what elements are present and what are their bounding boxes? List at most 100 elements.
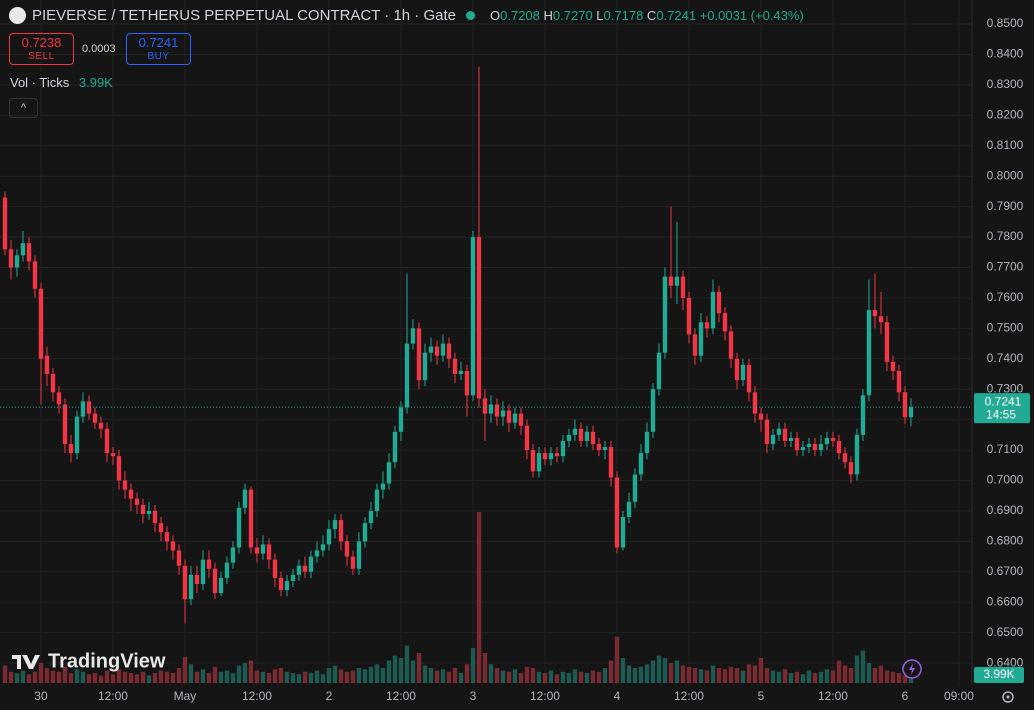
y-tick-label: 0.6800 (987, 534, 1024, 548)
volume-bar (824, 669, 830, 683)
candle-body (818, 443, 824, 451)
candle-body (512, 413, 518, 423)
replay-icon[interactable] (902, 659, 922, 679)
collapse-button[interactable]: ^ (9, 98, 38, 118)
y-tick-label: 0.6500 (987, 625, 1024, 639)
volume-bar (464, 664, 470, 683)
volume-bar (692, 668, 698, 683)
candle-body (290, 574, 296, 581)
volume-bar (572, 669, 578, 683)
volume-bar (344, 671, 350, 683)
candle-body (884, 322, 890, 362)
candle-body (74, 416, 80, 454)
volume-bar (614, 636, 620, 683)
candle-body (554, 453, 560, 457)
volume-bar (704, 670, 710, 683)
candle-body (578, 428, 584, 441)
y-tick-label: 0.6900 (987, 503, 1024, 517)
volume-bar (632, 668, 638, 683)
x-tick-label: 2 (326, 689, 333, 703)
candle-body (428, 346, 434, 353)
candle-body (20, 243, 26, 256)
settings-icon[interactable] (1002, 691, 1014, 703)
y-tick-label: 0.8000 (987, 168, 1024, 182)
y-tick-label: 0.6600 (987, 594, 1024, 608)
candle-body (56, 392, 62, 405)
low-value: 0.7178 (603, 8, 644, 23)
volume-bar (176, 668, 182, 683)
candle-body (134, 498, 140, 505)
volume-bar (356, 668, 362, 683)
candle-body (410, 328, 416, 344)
candle-body (218, 577, 224, 594)
volume-bar (662, 658, 668, 683)
volume-bar (86, 674, 92, 683)
candle-body (314, 550, 320, 557)
volume-bar (110, 674, 116, 683)
candle-body (404, 343, 410, 408)
volume-bar (656, 655, 662, 683)
volume-bar (440, 669, 446, 683)
candle-body (506, 410, 512, 423)
y-tick-label: 0.8100 (987, 138, 1024, 152)
volume-bar (674, 660, 680, 683)
candle-body (854, 434, 860, 475)
x-tick-label: 12:00 (530, 689, 560, 703)
candle-body (2, 197, 8, 250)
volume-bar (668, 663, 674, 683)
candle-body (296, 565, 302, 575)
volume-bar (308, 673, 314, 683)
volume-bar (260, 671, 266, 683)
volume-bar (470, 648, 476, 683)
candles (2, 66, 914, 624)
volume-bar (92, 673, 98, 683)
volume-bar (578, 671, 584, 683)
candle-body (746, 364, 752, 393)
candle-body (860, 395, 866, 435)
candle-body (116, 456, 122, 481)
volume-bar (350, 670, 356, 683)
buy-button[interactable]: 0.7241 BUY (126, 33, 191, 65)
volume-bar (32, 671, 38, 683)
candle-body (68, 443, 74, 454)
y-tick-label: 0.8300 (987, 77, 1024, 91)
open-value: 0.7208 (500, 8, 540, 23)
open-label: O (490, 8, 501, 23)
volume-bar (512, 669, 518, 683)
volume-bar (596, 671, 602, 683)
volume-bar (68, 673, 74, 683)
volume-bar (542, 673, 548, 683)
candle-body (764, 419, 770, 444)
candle-body (32, 261, 38, 289)
candle-body (614, 477, 620, 548)
volume-bar (134, 674, 140, 683)
countdown-label: 14:55 (986, 407, 1016, 421)
volume-bar (812, 673, 818, 683)
volume-bar (476, 512, 482, 683)
candle-body (782, 428, 788, 441)
candle-body (242, 489, 248, 508)
candle-body (740, 364, 746, 381)
close-label: C (646, 8, 657, 23)
volume-bar (716, 668, 722, 683)
volume-bar (26, 674, 32, 683)
candle-body (908, 407, 914, 418)
change-value: +0.0031 (+0.43%) (699, 8, 804, 23)
candle-body (182, 565, 188, 600)
volume-bar (740, 670, 746, 683)
sell-button[interactable]: 0.7238 SELL (9, 33, 74, 65)
volume-bar (452, 668, 458, 683)
volume-bar (638, 666, 644, 683)
high-value: 0.7270 (552, 8, 593, 23)
y-tick-label: 0.6400 (987, 655, 1024, 669)
candle-body (38, 288, 44, 359)
volume-bar (560, 671, 566, 683)
volume-bar (836, 660, 842, 683)
buy-price: 0.7241 (138, 35, 179, 50)
volume-bar (758, 658, 764, 683)
y-tick-label: 0.7500 (987, 321, 1024, 335)
candle-body (62, 404, 68, 444)
close-value: 0.7241 (656, 8, 697, 23)
volume-bar (680, 665, 686, 683)
volume-bar (686, 666, 692, 683)
